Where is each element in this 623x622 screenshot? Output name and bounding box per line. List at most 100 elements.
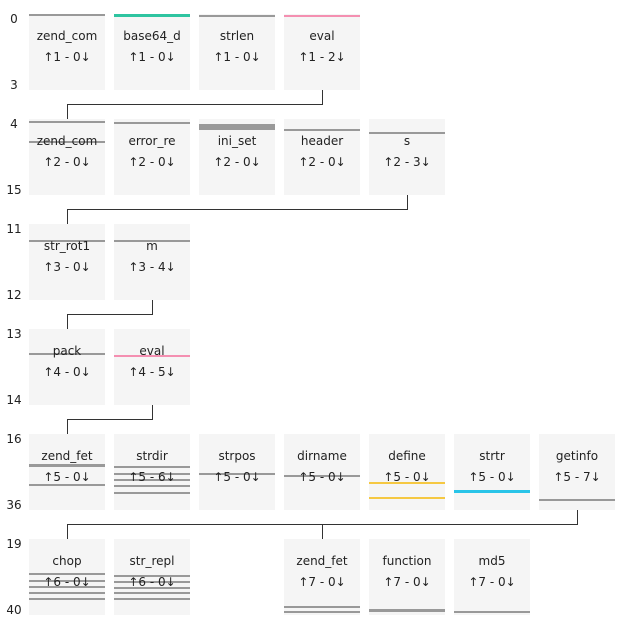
usage-bar — [454, 611, 530, 613]
row-start-label: 19 — [6, 537, 22, 551]
function-name: md5 — [478, 554, 506, 568]
function-name: pack — [52, 344, 82, 358]
usage-bar — [369, 609, 445, 612]
call-counts: ↑5 - 0↓ — [383, 470, 431, 484]
usage-bar — [114, 587, 190, 589]
call-counts: ↑5 - 6↓ — [128, 470, 176, 484]
function-tile[interactable]: zend_com ↑1 - 0↓ — [29, 14, 105, 90]
function-name: header — [300, 134, 344, 148]
call-counts: ↑2 - 0↓ — [43, 155, 91, 169]
usage-bar — [29, 464, 105, 467]
function-tile[interactable]: strtr ↑5 - 0↓ — [454, 434, 530, 510]
connector-line — [67, 314, 68, 329]
connector-line — [407, 195, 408, 209]
function-tile[interactable]: strlen ↑1 - 0↓ — [199, 14, 275, 90]
usage-bar — [199, 124, 275, 130]
row-end-label: 14 — [6, 393, 22, 407]
row-end-label: 40 — [6, 603, 22, 617]
connector-line — [67, 419, 153, 420]
usage-bar — [199, 15, 275, 17]
row-end-label: 3 — [10, 78, 18, 92]
call-counts: ↑1 - 0↓ — [128, 50, 176, 64]
call-counts: ↑5 - 0↓ — [213, 470, 261, 484]
function-tile[interactable]: define ↑5 - 0↓ — [369, 434, 445, 510]
function-tile[interactable]: zend_fet ↑5 - 0↓ — [29, 434, 105, 510]
call-counts: ↑5 - 7↓ — [553, 470, 601, 484]
usage-bar — [284, 611, 360, 613]
function-tile[interactable]: strdir ↑5 - 6↓ — [114, 434, 190, 510]
call-counts: ↑1 - 0↓ — [43, 50, 91, 64]
function-name: function — [382, 554, 432, 568]
function-tile[interactable]: header ↑2 - 0↓ — [284, 119, 360, 195]
connector-line — [67, 419, 68, 434]
row-end-label: 15 — [6, 183, 22, 197]
function-tile[interactable]: error_re ↑2 - 0↓ — [114, 119, 190, 195]
function-tile[interactable]: function ↑7 - 0↓ — [369, 539, 445, 615]
call-counts: ↑7 - 0↓ — [298, 575, 346, 589]
function-tile[interactable]: dirname ↑5 - 0↓ — [284, 434, 360, 510]
function-tile[interactable]: eval ↑1 - 2↓ — [284, 14, 360, 90]
usage-bar — [539, 499, 615, 501]
function-tile[interactable]: zend_fet ↑7 - 0↓ — [284, 539, 360, 615]
function-name: error_re — [128, 134, 176, 148]
call-counts: ↑3 - 0↓ — [43, 260, 91, 274]
call-counts: ↑2 - 0↓ — [298, 155, 346, 169]
function-tile[interactable]: ini_set ↑2 - 0↓ — [199, 119, 275, 195]
row-end-label: 12 — [6, 288, 22, 302]
row-start-label: 11 — [6, 222, 22, 236]
function-tile[interactable]: pack ↑4 - 0↓ — [29, 329, 105, 405]
row-start-label: 0 — [10, 12, 18, 26]
function-name: zend_fet — [41, 449, 93, 463]
connector-line — [67, 524, 68, 539]
function-tile[interactable]: s ↑2 - 3↓ — [369, 119, 445, 195]
usage-bar — [29, 484, 105, 486]
function-tile[interactable]: md5 ↑7 - 0↓ — [454, 539, 530, 615]
usage-bar — [29, 14, 105, 16]
call-counts: ↑2 - 0↓ — [128, 155, 176, 169]
usage-bar — [114, 492, 190, 494]
function-name: strtr — [479, 449, 505, 463]
function-name: zend_com — [36, 134, 98, 148]
call-counts: ↑5 - 0↓ — [43, 470, 91, 484]
function-name: getinfo — [555, 449, 599, 463]
function-tile[interactable]: chop ↑6 - 0↓ — [29, 539, 105, 615]
function-tile[interactable]: zend_com ↑2 - 0↓ — [29, 119, 105, 195]
usage-bar — [284, 606, 360, 608]
connector-line — [67, 209, 68, 224]
call-counts: ↑4 - 0↓ — [43, 365, 91, 379]
usage-bar — [114, 581, 190, 583]
function-tile[interactable]: eval ↑4 - 5↓ — [114, 329, 190, 405]
function-name: str_rot1 — [43, 239, 91, 253]
call-counts: ↑7 - 0↓ — [468, 575, 516, 589]
connector-line — [152, 405, 153, 419]
connector-line — [67, 314, 153, 315]
connector-line — [67, 104, 323, 105]
function-name: strlen — [219, 29, 255, 43]
usage-bar — [369, 497, 445, 499]
row-start-label: 16 — [6, 432, 22, 446]
function-name: chop — [52, 554, 82, 568]
usage-bar — [114, 466, 190, 468]
usage-bar — [29, 141, 105, 143]
usage-bar — [114, 485, 190, 487]
call-counts: ↑3 - 4↓ — [128, 260, 176, 274]
function-tile[interactable]: str_repl ↑6 - 0↓ — [114, 539, 190, 615]
function-tile[interactable]: m ↑3 - 4↓ — [114, 224, 190, 300]
usage-bar — [29, 121, 105, 123]
function-tile[interactable]: getinfo ↑5 - 7↓ — [539, 434, 615, 510]
usage-bar — [29, 580, 105, 582]
row-end-label: 36 — [6, 498, 22, 512]
call-counts: ↑5 - 0↓ — [298, 470, 346, 484]
usage-bar — [114, 575, 190, 577]
function-tile[interactable]: str_rot1 ↑3 - 0↓ — [29, 224, 105, 300]
call-counts: ↑5 - 0↓ — [468, 470, 516, 484]
function-name: strdir — [136, 449, 168, 463]
function-tile[interactable]: strpos ↑5 - 0↓ — [199, 434, 275, 510]
usage-bar — [29, 573, 105, 575]
row-start-label: 4 — [10, 117, 18, 131]
usage-bar — [29, 240, 105, 242]
function-name: eval — [139, 344, 165, 358]
function-name: strpos — [218, 449, 256, 463]
call-counts: ↑4 - 5↓ — [128, 365, 176, 379]
function-tile[interactable]: base64_d ↑1 - 0↓ — [114, 14, 190, 90]
